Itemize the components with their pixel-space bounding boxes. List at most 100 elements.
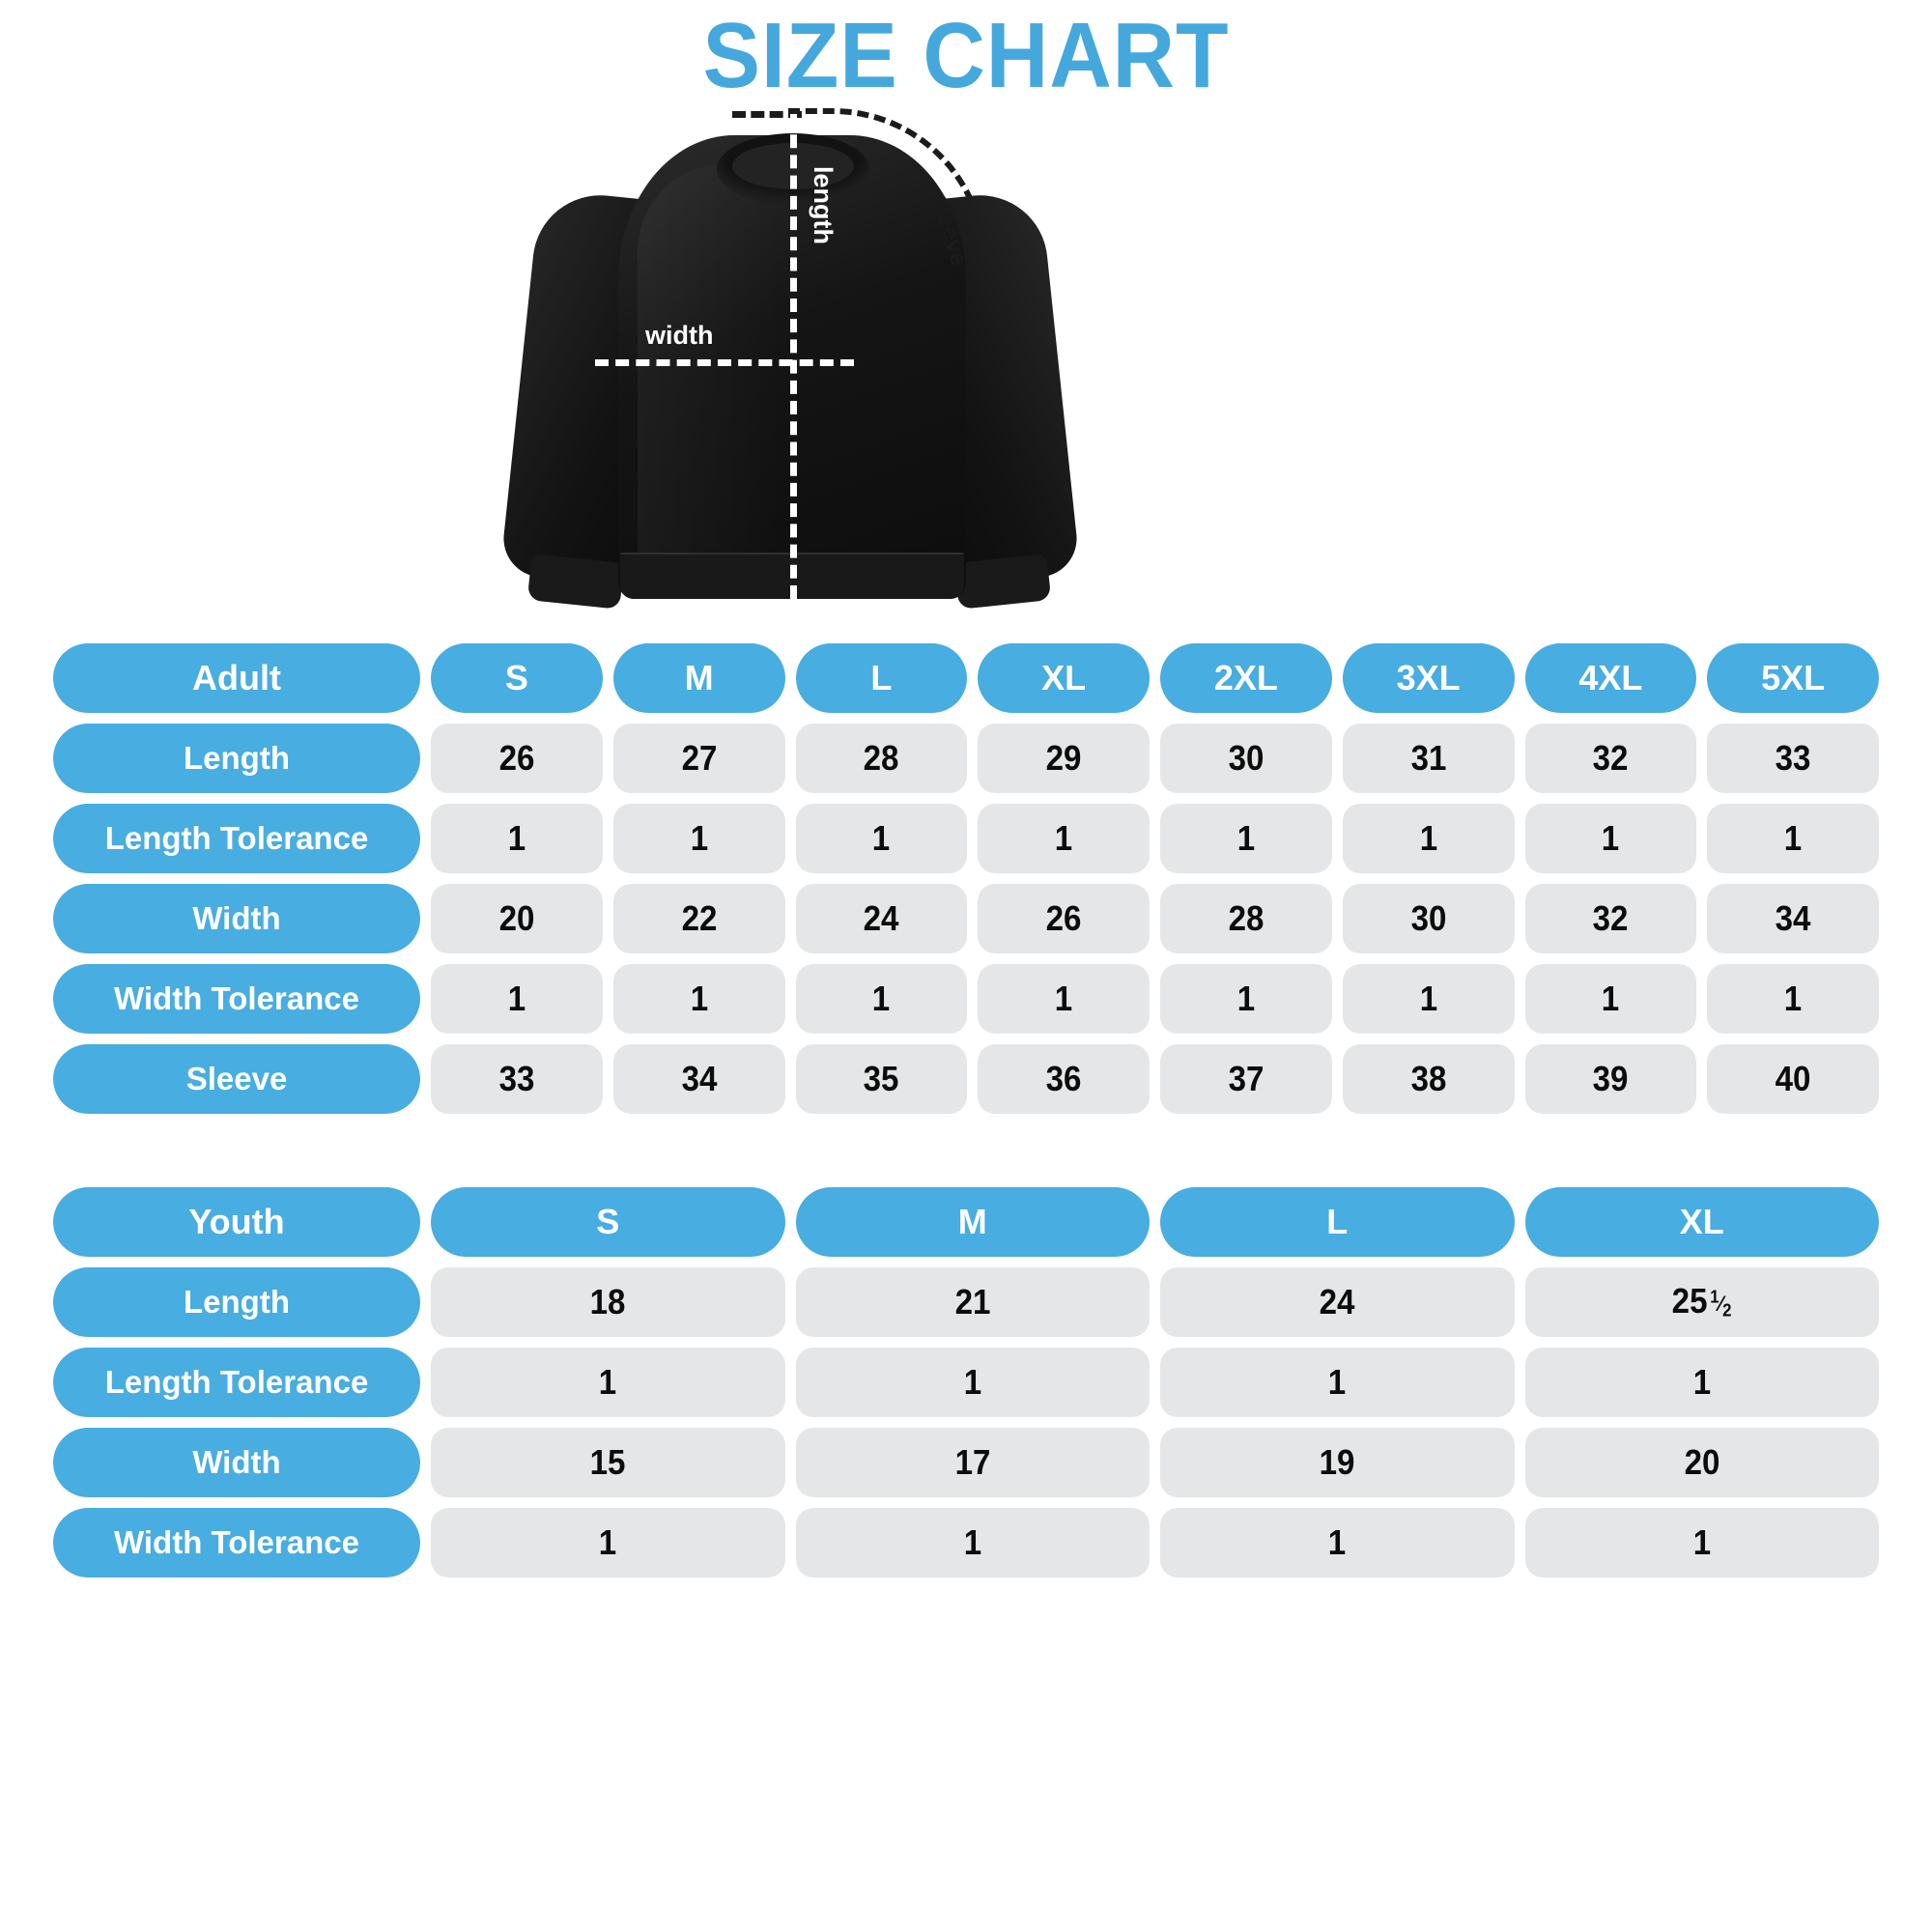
data-cell: 1 (612, 964, 785, 1034)
data-cell: 26 (431, 724, 603, 793)
data-cell: 1 (1524, 804, 1697, 873)
data-cell: 40 (1707, 1044, 1879, 1114)
size-tables: Adult S M L XL 2XL 3XL 4XL 5XL Length 26 27 28 29 30 31… (0, 633, 1932, 1588)
cell-value: 1 (690, 979, 708, 1018)
column-header-l: L (795, 643, 968, 713)
data-cell: 1 (431, 1508, 785, 1577)
data-cell: 1 (795, 804, 968, 873)
data-cell: 30 (1342, 884, 1515, 953)
cell-value: 1 (872, 979, 891, 1018)
data-cell: 1 (795, 964, 968, 1034)
sweatshirt-highlight (638, 164, 782, 580)
data-cell: 19 (1160, 1428, 1515, 1497)
cell-value: 1 (1328, 1522, 1347, 1562)
data-cell: 20 (1524, 1428, 1879, 1497)
cell-value: 20 (498, 898, 535, 938)
data-cell: 33 (431, 1044, 603, 1114)
cell-value: 1 (1602, 818, 1620, 858)
table-row: Width 20 22 24 26 28 30 32 34 (53, 884, 1879, 953)
cell-value: 32 (1592, 738, 1629, 778)
adult-group-label: Adult (53, 643, 420, 713)
youth-group-label: Youth (53, 1187, 420, 1257)
cell-value: 15 (589, 1442, 626, 1482)
youth-size-table: Youth S M L XL Length 18 21 24 25 1⁄2 Length Tolera… (43, 1177, 1889, 1588)
data-cell: 25 1⁄2 (1524, 1267, 1879, 1337)
table-row: Length Tolerance 1 1 1 1 (53, 1348, 1879, 1417)
cell-value: 36 (1045, 1059, 1082, 1098)
column-header-l: L (1160, 1187, 1515, 1257)
row-label-length-tolerance: Length Tolerance (53, 1348, 420, 1417)
cell-value: 29 (1045, 738, 1082, 778)
column-header-2xl: 2XL (1160, 643, 1332, 713)
cell-value: 30 (1228, 738, 1264, 778)
data-cell: 32 (1524, 884, 1697, 953)
data-cell: 29 (978, 724, 1150, 793)
data-cell: 28 (795, 724, 968, 793)
data-cell: 1 (431, 1348, 785, 1417)
cell-value: 38 (1410, 1059, 1447, 1098)
data-cell: 1 (1707, 804, 1879, 873)
cell-value: 26 (498, 738, 535, 778)
cell-value: 33 (1775, 738, 1811, 778)
cell-value: 19 (1319, 1442, 1355, 1482)
cell-value: 1 (1419, 818, 1437, 858)
cell-value: 34 (1775, 898, 1811, 938)
shoulder-measure-guide (732, 111, 802, 118)
data-cell: 27 (612, 724, 785, 793)
cell-value: 1 (1236, 979, 1256, 1018)
column-header-xl: XL (978, 643, 1150, 713)
row-label-width-tolerance: Width Tolerance (53, 1508, 420, 1577)
cell-value: 20 (1684, 1442, 1720, 1482)
data-cell: 1 (431, 964, 603, 1034)
data-cell: 33 (1707, 724, 1879, 793)
row-label-width: Width (53, 884, 420, 953)
width-label: width (645, 321, 714, 350)
column-header-3xl: 3XL (1342, 643, 1515, 713)
data-cell: 1 (1160, 1348, 1515, 1417)
data-cell: 1 (1342, 804, 1515, 873)
data-cell: 1 (612, 804, 785, 873)
cell-value: 28 (863, 738, 899, 778)
width-measure-guide (595, 359, 854, 366)
cell-value: 1 (1692, 1522, 1711, 1562)
data-cell: 34 (612, 1044, 785, 1114)
data-cell: 1 (1524, 1508, 1879, 1577)
data-cell: 28 (1160, 884, 1332, 953)
cell-value: 17 (954, 1442, 991, 1482)
data-cell: 1 (431, 804, 603, 873)
row-label-width-tolerance: Width Tolerance (53, 964, 420, 1034)
table-row: Adult S M L XL 2XL 3XL 4XL 5XL (53, 643, 1879, 713)
data-cell: 1 (1707, 964, 1879, 1034)
data-cell: 1 (795, 1348, 1150, 1417)
cell-value: 1 (963, 1522, 981, 1562)
cell-value: 25 1⁄2 (1671, 1281, 1732, 1321)
cell-value: 27 (681, 738, 718, 778)
cell-value: 34 (681, 1059, 718, 1098)
sweatshirt-right-cuff-shape (953, 554, 1052, 610)
data-cell: 39 (1524, 1044, 1697, 1114)
cell-value: 31 (1410, 738, 1447, 778)
data-cell: 1 (1524, 964, 1697, 1034)
cell-value: 1 (1419, 979, 1437, 1018)
cell-value: 22 (681, 898, 718, 938)
data-cell: 36 (978, 1044, 1150, 1114)
table-row: Width Tolerance 1 1 1 1 1 1 1 1 (53, 964, 1879, 1034)
data-cell: 32 (1524, 724, 1697, 793)
data-cell: 20 (431, 884, 603, 953)
data-cell: 1 (1342, 964, 1515, 1034)
cell-value: 40 (1775, 1059, 1811, 1098)
data-cell: 24 (795, 884, 968, 953)
row-label-length: Length (53, 1267, 420, 1337)
cell-value: 1 (872, 818, 891, 858)
cell-value: 33 (498, 1059, 535, 1098)
length-measure-guide (790, 114, 797, 599)
cell-value: 1 (690, 818, 708, 858)
adult-size-table: Adult S M L XL 2XL 3XL 4XL 5XL Length 26 27 28 29 30 31… (43, 633, 1889, 1124)
cell-value: 1 (1783, 979, 1803, 1018)
cell-value: 1 (507, 818, 526, 858)
data-cell: 38 (1342, 1044, 1515, 1114)
data-cell: 24 (1160, 1267, 1515, 1337)
data-cell: 18 (431, 1267, 785, 1337)
table-row: Sleeve 33 34 35 36 37 38 39 40 (53, 1044, 1879, 1114)
row-label-length-tolerance: Length Tolerance (53, 804, 420, 873)
